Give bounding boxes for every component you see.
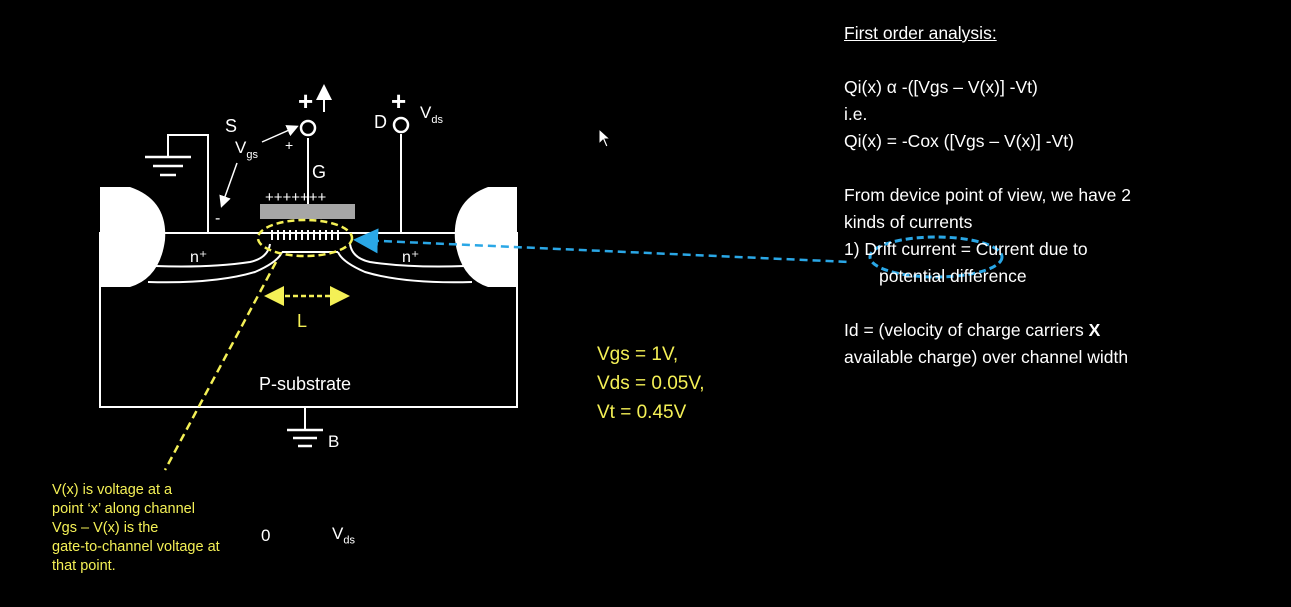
voltage-note-line: that point.	[52, 558, 116, 574]
bias-value-vt: Vt = 0.45V	[597, 402, 687, 423]
drain-label: D	[374, 112, 387, 132]
source-label: S	[225, 116, 237, 136]
gate-plus: +	[298, 86, 313, 116]
n-plus-left: n⁺	[190, 249, 207, 266]
body-label: B	[328, 432, 339, 451]
notes-line-8: Id = (velocity of charge carriers X	[844, 320, 1101, 340]
analysis-notes: First order analysis: Qi(x) α -([Vgs – V…	[844, 20, 1284, 371]
vgs-arrow-up	[261, 125, 299, 143]
voltage-pointer-line	[163, 261, 278, 471]
gate-charges: +++++++	[265, 189, 327, 206]
notes-line-5: kinds of currents	[844, 212, 973, 232]
channel-highlight	[256, 218, 354, 258]
notes-line-3: Qi(x) = -Cox ([Vgs – V(x)] -Vt)	[844, 131, 1074, 151]
right-field-oxide	[454, 187, 517, 287]
left-well-outline-outer	[147, 251, 283, 284]
gate-terminal	[299, 119, 317, 137]
channel-charges	[271, 230, 339, 240]
gate-oxide	[260, 204, 355, 219]
left-well-outline	[154, 243, 271, 268]
drift-link-line	[353, 228, 851, 264]
notes-line-6: 1) Drift current = Current due to	[844, 239, 1088, 259]
voltage-note-line: V(x) is voltage at a	[52, 482, 173, 498]
source-lead	[167, 134, 209, 233]
bias-value-vds: Vds = 0.05V,	[597, 373, 705, 394]
vds-top-label: Vds	[420, 103, 443, 126]
drift-current-highlight	[868, 235, 1004, 279]
bias-value-vgs: Vgs = 1V,	[597, 344, 679, 365]
vgs-arrow-down	[219, 162, 238, 208]
n-plus-right: n⁺	[402, 249, 419, 266]
notes-line-2: i.e.	[844, 104, 868, 124]
axis-vds-label: Vds	[332, 524, 355, 547]
notes-heading: First order analysis:	[844, 23, 997, 43]
axis-zero-label: 0	[261, 526, 271, 545]
notes-line-7: potential difference	[879, 266, 1027, 286]
voltage-note: V(x) is voltage at a point ‘x’ along cha…	[52, 481, 267, 576]
drain-plus: +	[391, 86, 406, 116]
drain-terminal	[392, 116, 410, 134]
gate-label: G	[312, 162, 326, 182]
left-field-oxide	[100, 187, 166, 287]
right-well-outline-outer	[337, 251, 473, 284]
voltage-note-line: Vgs – V(x) is the	[52, 520, 159, 536]
vgs-minus: -	[215, 210, 220, 227]
vgs-plus: +	[285, 137, 293, 153]
notes-line-4: From device point of view, we have 2	[844, 185, 1131, 205]
notes-line-9: available charge) over channel width	[844, 347, 1129, 367]
voltage-note-line: gate-to-channel voltage at	[52, 539, 220, 555]
substrate-label: P-substrate	[259, 374, 351, 394]
vgs-label: Vgs	[235, 138, 258, 161]
notes-line-1: Qi(x) α -([Vgs – V(x)] -Vt)	[844, 77, 1038, 97]
voltage-note-line: point ‘x’ along channel	[52, 501, 195, 517]
mouse-cursor-icon	[598, 128, 612, 148]
length-label: L	[297, 311, 307, 331]
bias-values: Vgs = 1V, Vds = 0.05V, Vt = 0.45V	[597, 340, 705, 427]
